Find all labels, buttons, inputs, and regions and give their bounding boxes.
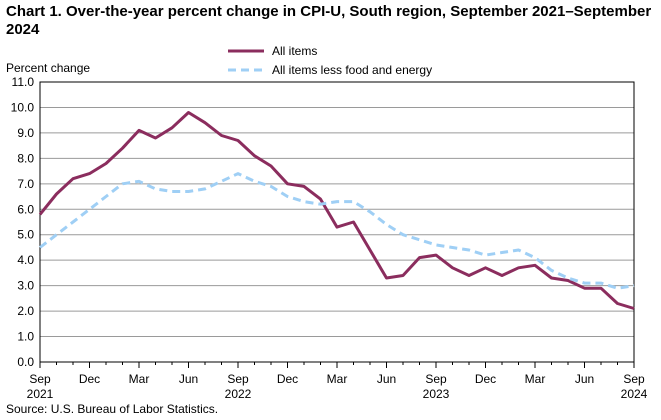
y-tick-label: 1.0 [17,330,34,344]
legend-label: All items [272,44,317,58]
y-tick-label: 5.0 [17,228,34,242]
x-tick-label: Dec [79,372,100,386]
legend-label: All items less food and energy [272,63,432,77]
x-tick-label: Mar [525,372,546,386]
x-tick-label: Jun [377,372,396,386]
y-tick-label: 4.0 [17,253,34,267]
y-tick-label: 11.0 [12,75,35,89]
plot-frame [39,81,635,363]
y-tick-label: 10.0 [11,100,35,114]
x-tick-label: Sep [425,372,447,386]
x-tick-label: Jun [575,372,594,386]
x-tick-label: Mar [327,372,348,386]
x-tick-year-label: 2023 [423,387,450,401]
x-tick-label: Mar [129,372,150,386]
series-line-all-items [38,111,635,310]
x-tick-label: Sep [623,372,645,386]
chart-title: Chart 1. Over-the-year percent change in… [6,3,652,38]
x-tick-label: Sep [227,372,249,386]
series-lines [38,111,635,310]
source-note: Source: U.S. Bureau of Labor Statistics. [6,402,219,416]
x-tick-year-label: 2021 [27,387,54,401]
x-tick-year-label: 2022 [225,387,252,401]
y-axis-label: Percent change [6,61,90,75]
y-tick-label: 8.0 [17,151,34,165]
y-tick-label: 7.0 [17,177,34,191]
legend: All items All items less food and energy [228,44,432,77]
y-tick-label: 9.0 [17,126,34,140]
y-tick-label: 3.0 [17,279,34,293]
x-tick-label: Sep [29,372,51,386]
x-tick-label: Dec [277,372,298,386]
x-tick-label: Dec [475,372,496,386]
axes: 0.0 1.0 2.0 3.0 4.0 5.0 6.0 7.0 8.0 9.0 10.0 11.0 Se… [11,75,648,401]
x-tick-year-label: 2024 [621,387,648,401]
x-tick-label: Jun [179,372,198,386]
y-tick-label: 2.0 [17,304,34,318]
y-tick-label: 6.0 [17,202,34,216]
series-line-core [39,172,635,290]
y-tick-label: 0.0 [17,355,34,369]
grid-lines [40,81,634,338]
